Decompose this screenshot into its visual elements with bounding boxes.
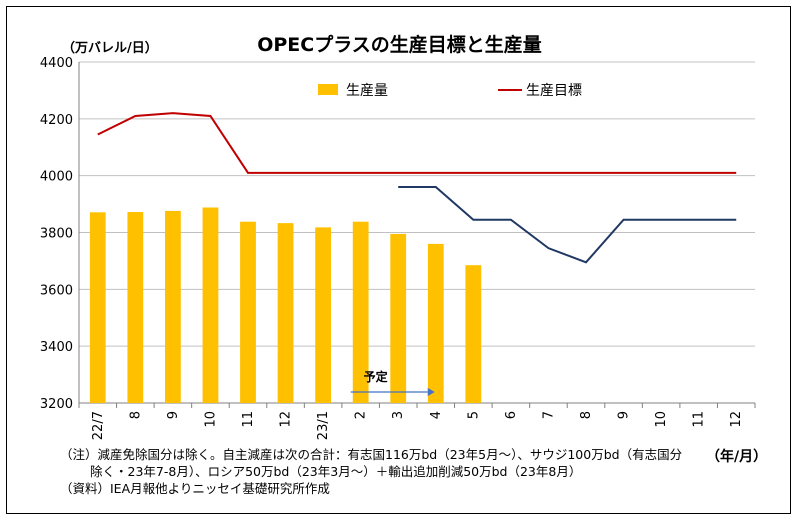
x-tick-label: 11 [241, 411, 256, 428]
x-tick-label: 22/7 [91, 411, 106, 440]
bar [315, 227, 331, 403]
x-tick-label: 8 [128, 411, 143, 419]
series-line [398, 186, 737, 264]
bar [165, 210, 181, 403]
x-tick-label: 10 [654, 411, 669, 428]
bar [89, 212, 106, 403]
x-tick-label: 5 [466, 411, 481, 419]
annotation-arrowhead [427, 388, 435, 396]
x-tick-label: 8 [579, 411, 594, 419]
x-tick-label: 2 [354, 411, 369, 419]
bar [240, 221, 256, 403]
x-tick-label: 9 [166, 411, 181, 419]
legend-swatch [318, 84, 338, 95]
x-tick-label: 9 [617, 411, 632, 419]
y-tick-label: 3400 [40, 340, 73, 355]
x-tick-label: 4 [429, 411, 444, 419]
x-tick-label: 10 [203, 411, 218, 428]
y-tick-label: 4000 [40, 170, 73, 185]
footnote-source: （資料）IEA月報他よりニッセイ基礎研究所作成 [60, 481, 330, 496]
annotation-label: 予定 [364, 369, 388, 384]
bar [202, 207, 219, 403]
legend-label: 生産量 [346, 83, 388, 99]
x-axis-unit-label: （年/月） [706, 449, 768, 465]
y-tick-label: 3800 [40, 227, 73, 242]
footnotes: （注）減産免除国分は除く。自主減産は次の合計：有志国116万bd（23年5月～）… [60, 446, 682, 497]
x-tick-label: 7 [541, 411, 556, 419]
x-tick-label: 23/1 [316, 411, 331, 440]
footnote-1: （注）減産免除国分は除く。自主減産は次の合計：有志国116万bd（23年5月～）… [60, 447, 683, 462]
bar [277, 223, 294, 403]
bar [390, 233, 407, 403]
x-tick-label: 3 [391, 411, 406, 419]
chart-frame [6, 6, 791, 514]
y-tick-label: 3600 [40, 283, 73, 298]
chart-title: OPECプラスの生産目標と生産量 [257, 34, 542, 56]
x-tick-label: 12 [729, 411, 744, 428]
bar [352, 221, 369, 403]
x-tick-label: 6 [504, 411, 519, 419]
bar [427, 243, 444, 403]
x-tick-label: 12 [279, 411, 294, 428]
legend-label: 生産目標 [526, 83, 582, 99]
bar [465, 265, 482, 403]
y-tick-label: 3200 [40, 397, 73, 412]
y-tick-label: 4200 [40, 113, 73, 128]
y-axis-unit-label: （万バレル/日） [62, 41, 158, 56]
footnote-2: 除く・23年7-8月）、ロシア50万bd（23年3月～）＋輸出追加削減50万bd… [90, 464, 582, 479]
x-tick-label: 11 [692, 411, 707, 428]
bar [127, 212, 144, 403]
series-line [97, 112, 737, 174]
y-tick-label: 4400 [40, 56, 73, 71]
